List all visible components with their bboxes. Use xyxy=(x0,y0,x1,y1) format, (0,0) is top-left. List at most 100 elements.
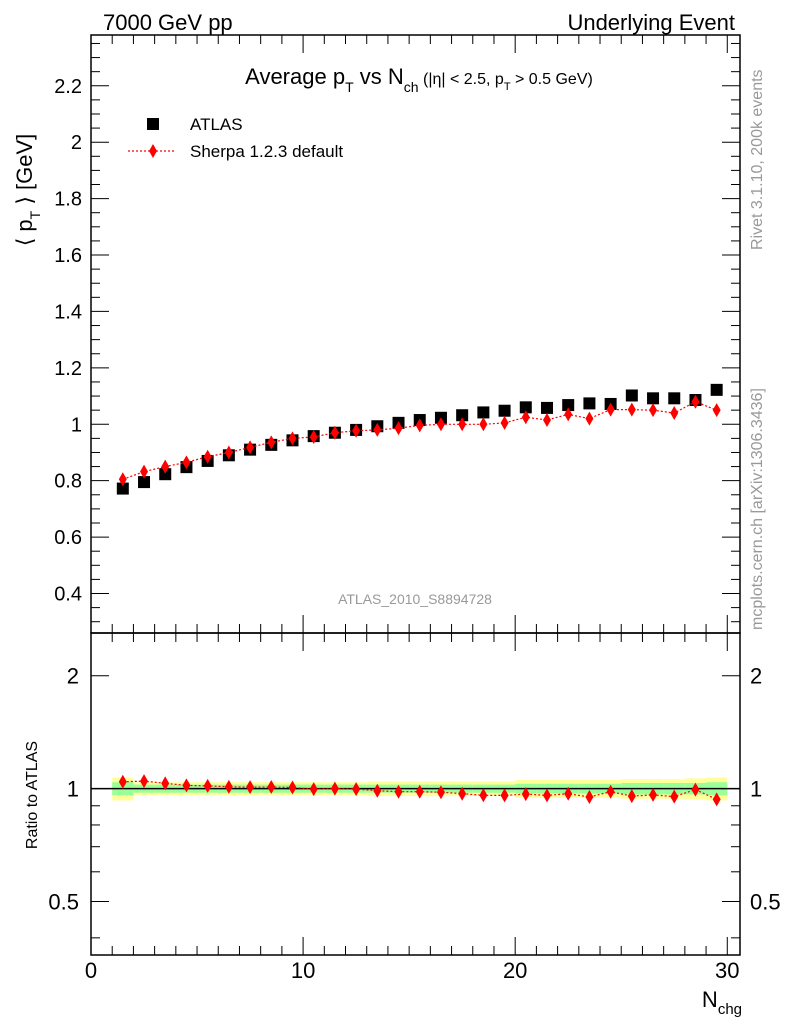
atlas-point xyxy=(159,468,172,481)
ratio-sherpa-point xyxy=(670,789,679,804)
sherpa-point xyxy=(118,472,127,487)
sherpa-point xyxy=(649,403,658,418)
main-plot-frame xyxy=(90,34,741,634)
ratio-y-tick-label: 1 xyxy=(67,777,79,802)
xlabel-main: N xyxy=(702,987,718,1012)
sherpa-point xyxy=(564,407,573,422)
ylabel-sub: T xyxy=(27,210,43,219)
ratio-sherpa-point xyxy=(161,776,170,791)
sherpa-point xyxy=(436,417,445,432)
atlas-point xyxy=(710,383,723,396)
ratio-sherpa-point xyxy=(118,774,127,789)
sherpa-point xyxy=(691,394,700,409)
main-y-tick-label: 1.8 xyxy=(54,189,82,211)
ratio-sherpa-point xyxy=(542,788,551,803)
ratio-sherpa-point xyxy=(373,783,382,798)
ratio-plot-frame xyxy=(90,632,741,956)
atlas-point xyxy=(519,401,532,414)
main-y-tick-label: 1.6 xyxy=(54,245,82,267)
sherpa-point xyxy=(330,425,339,440)
ratio-sherpa-point xyxy=(436,785,445,800)
legend-atlas-label: ATLAS xyxy=(190,115,243,134)
header-right-label: Underlying Event xyxy=(567,10,735,35)
sherpa-point xyxy=(224,445,233,460)
title-main: Average p xyxy=(245,64,345,89)
sherpa-point xyxy=(606,402,615,417)
main-plot-panel: 0.40.60.811.21.41.61.822.2 Average pT vs… xyxy=(12,34,741,634)
ratio-y-tick-label: 0.5 xyxy=(48,889,79,914)
ratio-y-tick-label-right: 1 xyxy=(750,777,762,802)
ratio-sherpa-point xyxy=(203,778,212,793)
ratio-sherpa-point xyxy=(712,792,721,807)
ratio-sherpa-point xyxy=(182,778,191,793)
sherpa-point xyxy=(670,405,679,420)
main-y-tick-label: 0.6 xyxy=(54,527,82,549)
atlas-point xyxy=(498,404,511,417)
atlas-point xyxy=(668,392,681,405)
ratio-y-tick-label-right: 2 xyxy=(750,664,762,689)
legend-sherpa-marker xyxy=(149,144,157,158)
ratio-sherpa-point xyxy=(330,781,339,796)
title-cut-close: > 0.5 GeV) xyxy=(511,71,593,88)
sherpa-point xyxy=(203,449,212,464)
atlas-point xyxy=(456,409,469,422)
analysis-watermark: ATLAS_2010_S8894728 xyxy=(338,591,492,607)
ratio-y-axis-label: Ratio to ATLAS xyxy=(24,741,41,849)
x-tick-label: 10 xyxy=(291,958,315,983)
ratio-sherpa-point xyxy=(246,780,255,795)
ratio-sherpa-point xyxy=(352,782,361,797)
sherpa-point xyxy=(585,411,594,426)
main-y-tick-label: 2 xyxy=(71,132,82,154)
title-cut-sub: T xyxy=(504,81,511,93)
atlas-point xyxy=(116,482,129,495)
sherpa-point xyxy=(140,464,149,479)
ratio-sherpa-point xyxy=(627,789,636,804)
sherpa-point xyxy=(500,415,509,430)
ratio-sherpa-point xyxy=(415,784,424,799)
sherpa-point xyxy=(267,435,276,450)
rivet-version-label: Rivet 3.1.10, 200k events xyxy=(749,69,766,250)
mcplots-reference-label: mcplots.cern.ch [arXiv:1306.3436] xyxy=(749,388,766,630)
ratio-sherpa-point xyxy=(479,788,488,803)
main-title: Average pT vs Nch (|η| < 2.5, pT > 0.5 G… xyxy=(245,64,593,95)
sherpa-point xyxy=(458,417,467,432)
ratio-sherpa-point xyxy=(458,786,467,801)
ratio-sherpa-point xyxy=(649,787,658,802)
title-cut-open: (|η| < 2.5, p xyxy=(419,71,504,88)
main-y-tick-label: 1.2 xyxy=(54,358,82,380)
ratio-sherpa-point xyxy=(691,782,700,797)
sherpa-line xyxy=(122,401,717,480)
ylabel-close: ⟩ [GeV] xyxy=(12,134,37,211)
sherpa-point xyxy=(415,418,424,433)
legend: ATLAS Sherpa 1.2.3 default xyxy=(128,115,343,161)
atlas-point xyxy=(625,389,638,402)
atlas-point xyxy=(138,476,151,489)
x-tick-label: 30 xyxy=(715,958,739,983)
main-y-tick-label: 0.4 xyxy=(54,584,82,606)
ratio-y-tick-label: 2 xyxy=(67,664,79,689)
ratio-sherpa-point xyxy=(564,786,573,801)
ratio-sherpa-point xyxy=(224,779,233,794)
ratio-plot-panel: 0.5 0.5 1 1 2 2 Ratio to ATLAS xyxy=(24,632,781,956)
sherpa-point xyxy=(394,421,403,436)
atlas-point xyxy=(647,392,660,405)
sherpa-point xyxy=(712,403,721,418)
title-vs: vs N xyxy=(354,64,404,89)
ratio-sherpa-point xyxy=(288,780,297,795)
sherpa-point xyxy=(627,402,636,417)
legend-sherpa-label: Sherpa 1.2.3 default xyxy=(190,142,343,161)
atlas-point xyxy=(477,406,490,419)
main-y-axis-label: ⟨ pT ⟩ [GeV] xyxy=(12,134,43,247)
title-main-sub: T xyxy=(345,79,354,95)
ratio-y-tick-label-right: 0.5 xyxy=(750,889,781,914)
main-y-tick-label: 0.8 xyxy=(54,471,82,493)
atlas-point xyxy=(583,397,596,410)
sherpa-point xyxy=(373,422,382,437)
ratio-sherpa-point xyxy=(140,774,149,789)
xlabel-sub: chg xyxy=(718,1001,742,1018)
ratio-sherpa-point xyxy=(606,784,615,799)
sherpa-point xyxy=(521,410,530,425)
sherpa-point xyxy=(288,431,297,446)
x-tick-label: 20 xyxy=(503,958,527,983)
